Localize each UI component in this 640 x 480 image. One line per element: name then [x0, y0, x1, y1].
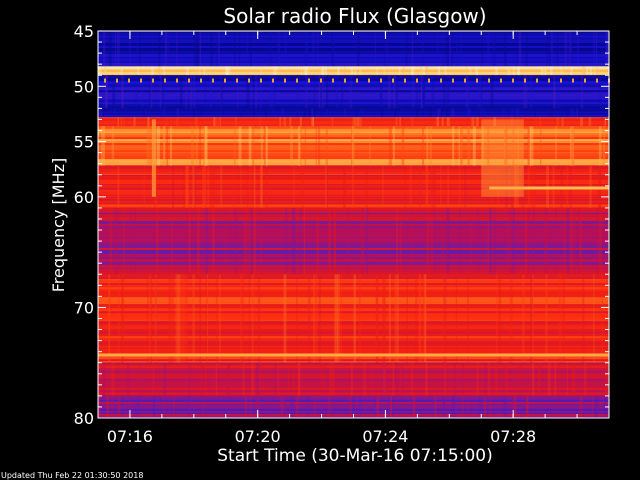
x-tick-label: 07:24	[362, 427, 408, 446]
y-axis-label: Frequency [MHz]	[49, 158, 68, 292]
radio-burst-1	[151, 119, 156, 197]
band-texture-4	[98, 117, 609, 127]
band-texture-5	[98, 126, 609, 166]
updated-timestamp: Updated Thu Feb 22 01:30:50 2018	[1, 471, 143, 480]
x-axis-label: Start Time (30-Mar-16 07:15:00)	[217, 446, 492, 466]
emission-line-0	[489, 186, 609, 190]
y-tick-label: 50	[74, 77, 94, 96]
band-texture-7	[98, 207, 609, 275]
band-texture-9	[98, 362, 609, 396]
y-tick-label: 70	[74, 298, 94, 317]
y-tick-label: 60	[74, 188, 94, 207]
x-tick-label: 07:16	[107, 427, 153, 446]
band-texture-1	[98, 66, 609, 76]
x-tick-label: 07:28	[490, 427, 536, 446]
axes: 45 50 55 60 70 80 07:16 07:20 07:24 07:28	[74, 22, 610, 446]
chart-title: Solar radio Flux (Glasgow)	[223, 4, 486, 28]
y-tick-label: 55	[74, 133, 94, 152]
emission-line-3	[98, 353, 609, 357]
plot-area	[98, 31, 611, 418]
band-texture-0	[98, 31, 609, 67]
y-tick-label: 45	[74, 22, 94, 41]
y-tick-label: 80	[74, 409, 94, 428]
x-tick-label: 07:20	[235, 427, 281, 446]
emission-enhancement-2	[481, 119, 524, 197]
band-texture-2	[98, 75, 611, 109]
band-texture-3	[98, 108, 609, 118]
band-texture-8	[98, 274, 609, 363]
dotted-emission-line	[104, 78, 610, 83]
